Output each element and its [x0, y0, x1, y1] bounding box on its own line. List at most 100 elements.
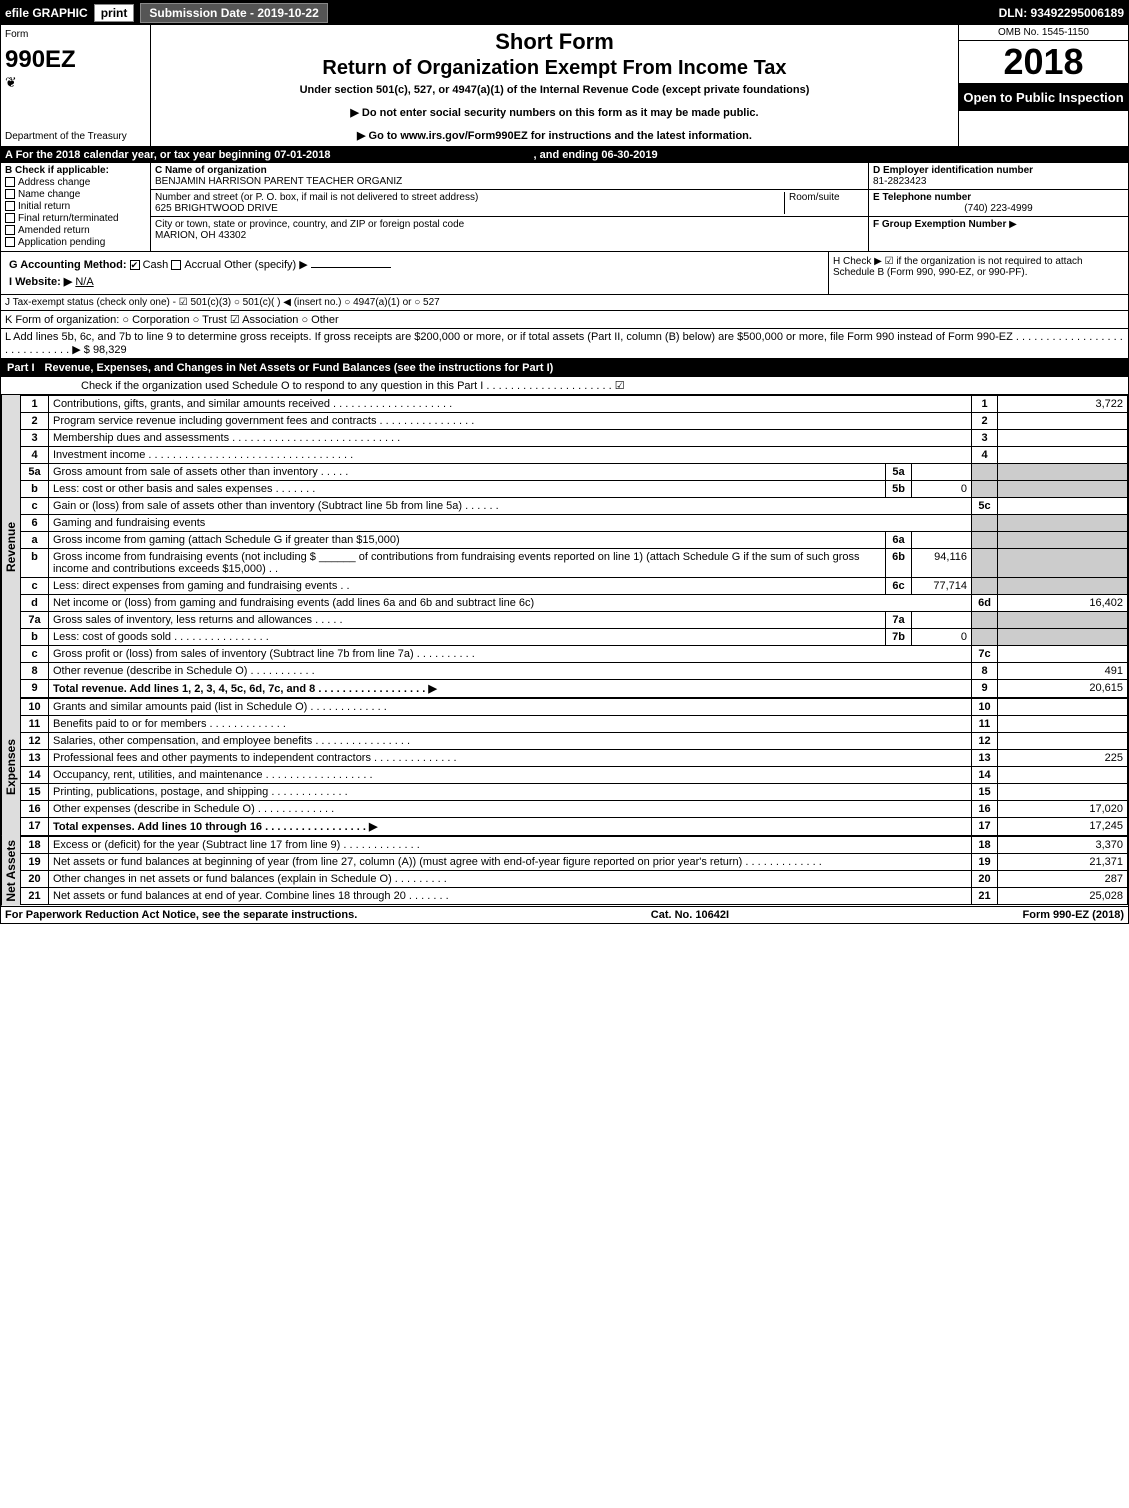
net-assets-sidebar: Net Assets: [1, 836, 20, 906]
goto-link[interactable]: ▶ Go to www.irs.gov/Form990EZ for instru…: [357, 130, 752, 142]
part-i-header: Part I Revenue, Expenses, and Changes in…: [1, 359, 1128, 377]
form-word: Form: [5, 29, 146, 40]
section-h: H Check ▶ ☑ if the organization is not r…: [828, 252, 1128, 294]
section-e: E Telephone number (740) 223-4999: [869, 190, 1128, 217]
revenue-sidebar: Revenue: [1, 395, 20, 698]
table-row: 9Total revenue. Add lines 1, 2, 3, 4, 5c…: [21, 680, 1128, 698]
table-row: 4Investment income . . . . . . . . . . .…: [21, 447, 1128, 464]
chk-amended-return[interactable]: Amended return: [5, 225, 146, 236]
table-row: bGross income from fundraising events (n…: [21, 549, 1128, 578]
section-l: L Add lines 5b, 6c, and 7b to line 9 to …: [1, 329, 1128, 359]
ein-value: 81-2823423: [873, 176, 1124, 187]
form-990ez-page: efile GRAPHIC print Submission Date - 20…: [0, 0, 1129, 924]
table-row: 10Grants and similar amounts paid (list …: [21, 699, 1128, 716]
goto-note: ▶ Go to www.irs.gov/Form990EZ for instru…: [155, 129, 954, 142]
top-bar: efile GRAPHIC print Submission Date - 20…: [1, 1, 1128, 25]
table-row: cLess: direct expenses from gaming and f…: [21, 578, 1128, 595]
c-name-lbl: C Name of organization: [155, 165, 396, 176]
ssn-note: ▶ Do not enter social security numbers o…: [155, 106, 954, 119]
line-a-end: , and ending 06-30-2019: [534, 149, 658, 161]
chk-initial-return[interactable]: Initial return: [5, 201, 146, 212]
table-row: cGross profit or (loss) from sales of in…: [21, 646, 1128, 663]
i-lbl: I Website: ▶: [9, 276, 72, 288]
expenses-table: 10Grants and similar amounts paid (list …: [20, 698, 1128, 836]
footer-right: Form 990-EZ (2018): [1023, 909, 1124, 921]
section-g: G Accounting Method: Cash Accrual Other …: [5, 256, 824, 273]
section-j: J Tax-exempt status (check only one) - ☑…: [1, 295, 1128, 311]
revenue-content: 1Contributions, gifts, grants, and simil…: [20, 395, 1128, 698]
chk-address-change[interactable]: Address change: [5, 177, 146, 188]
d-lbl: D Employer identification number: [873, 165, 1124, 176]
c-name-row: C Name of organization BENJAMIN HARRISON…: [151, 163, 868, 190]
website-value: N/A: [75, 276, 93, 288]
room-suite-lbl: Room/suite: [784, 192, 864, 214]
table-row: 14Occupancy, rent, utilities, and mainte…: [21, 767, 1128, 784]
g-other: Other (specify) ▶: [224, 259, 308, 271]
chk-accrual[interactable]: [171, 260, 181, 270]
section-i: I Website: ▶ N/A: [5, 273, 824, 290]
c-street-lbl: Number and street (or P. O. box, if mail…: [155, 192, 784, 203]
table-row: 16Other expenses (describe in Schedule O…: [21, 801, 1128, 818]
footer-left: For Paperwork Reduction Act Notice, see …: [5, 909, 357, 921]
net-assets-table: 18Excess or (deficit) for the year (Subt…: [20, 836, 1128, 905]
b-header: B Check if applicable:: [5, 165, 146, 176]
org-city: MARION, OH 43302: [155, 230, 464, 241]
h-text: H Check ▶ ☑ if the organization is not r…: [833, 256, 1083, 278]
open-public: Open to Public Inspection: [959, 84, 1128, 111]
header-mid: Short Form Return of Organization Exempt…: [151, 25, 958, 146]
c-city-row: City or town, state or province, country…: [151, 217, 868, 243]
omb-number: OMB No. 1545-1150: [959, 25, 1128, 41]
table-row: 3Membership dues and assessments . . . .…: [21, 430, 1128, 447]
header-row: Form 990EZ ❦ Department of the Treasury …: [1, 25, 1128, 147]
table-row: 20Other changes in net assets or fund ba…: [21, 871, 1128, 888]
section-k: K Form of organization: ○ Corporation ○ …: [1, 311, 1128, 329]
l-amount: $ 98,329: [84, 344, 127, 356]
net-assets-section: Net Assets 18Excess or (deficit) for the…: [1, 836, 1128, 906]
seal-icon: ❦: [5, 74, 146, 91]
gh-row: G Accounting Method: Cash Accrual Other …: [1, 252, 1128, 295]
short-form-title: Short Form: [155, 29, 954, 55]
g-other-input[interactable]: [311, 267, 391, 268]
table-row: 6Gaming and fundraising events: [21, 515, 1128, 532]
c-city-lbl: City or town, state or province, country…: [155, 219, 464, 230]
e-lbl: E Telephone number: [873, 192, 1124, 203]
section-d: D Employer identification number 81-2823…: [869, 163, 1128, 190]
chk-final-return[interactable]: Final return/terminated: [5, 213, 146, 224]
section-f: F Group Exemption Number ▶: [869, 217, 1128, 232]
info-row: B Check if applicable: Address change Na…: [1, 163, 1128, 252]
f-arrow: ▶: [1009, 219, 1017, 230]
table-row: 18Excess or (deficit) for the year (Subt…: [21, 837, 1128, 854]
efile-label: efile GRAPHIC: [5, 6, 88, 20]
chk-name-change[interactable]: Name change: [5, 189, 146, 200]
revenue-table: 1Contributions, gifts, grants, and simil…: [20, 395, 1128, 698]
g-lbl: G Accounting Method:: [9, 259, 127, 271]
form-number: 990EZ: [5, 46, 146, 74]
table-row: 19Net assets or fund balances at beginni…: [21, 854, 1128, 871]
table-row: bLess: cost or other basis and sales exp…: [21, 481, 1128, 498]
section-c: C Name of organization BENJAMIN HARRISON…: [151, 163, 868, 251]
table-row: 17Total expenses. Add lines 10 through 1…: [21, 818, 1128, 836]
expenses-sidebar: Expenses: [1, 698, 20, 836]
table-row: 5aGross amount from sale of assets other…: [21, 464, 1128, 481]
expenses-content: 10Grants and similar amounts paid (list …: [20, 698, 1128, 836]
header-right: OMB No. 1545-1150 2018 Open to Public In…: [958, 25, 1128, 146]
topbar-left: efile GRAPHIC print Submission Date - 20…: [5, 3, 328, 23]
expenses-section: Expenses 10Grants and similar amounts pa…: [1, 698, 1128, 836]
table-row: cGain or (loss) from sale of assets othe…: [21, 498, 1128, 515]
table-row: 2Program service revenue including gover…: [21, 413, 1128, 430]
tax-year: 2018: [959, 41, 1128, 84]
section-def: D Employer identification number 81-2823…: [868, 163, 1128, 251]
page-footer: For Paperwork Reduction Act Notice, see …: [1, 906, 1128, 923]
part-i-title: Revenue, Expenses, and Changes in Net As…: [45, 362, 554, 374]
chk-application-pending[interactable]: Application pending: [5, 237, 146, 248]
line-a-begin: A For the 2018 calendar year, or tax yea…: [5, 149, 330, 161]
dln-label: DLN: 93492295006189: [999, 6, 1124, 20]
table-row: bLess: cost of goods sold . . . . . . . …: [21, 629, 1128, 646]
table-row: aGross income from gaming (attach Schedu…: [21, 532, 1128, 549]
return-title: Return of Organization Exempt From Incom…: [155, 57, 954, 80]
revenue-section: Revenue 1Contributions, gifts, grants, a…: [1, 395, 1128, 698]
part-i-check-note: Check if the organization used Schedule …: [1, 377, 1128, 395]
table-row: 7aGross sales of inventory, less returns…: [21, 612, 1128, 629]
chk-cash[interactable]: [130, 260, 140, 270]
print-button[interactable]: print: [94, 4, 135, 22]
